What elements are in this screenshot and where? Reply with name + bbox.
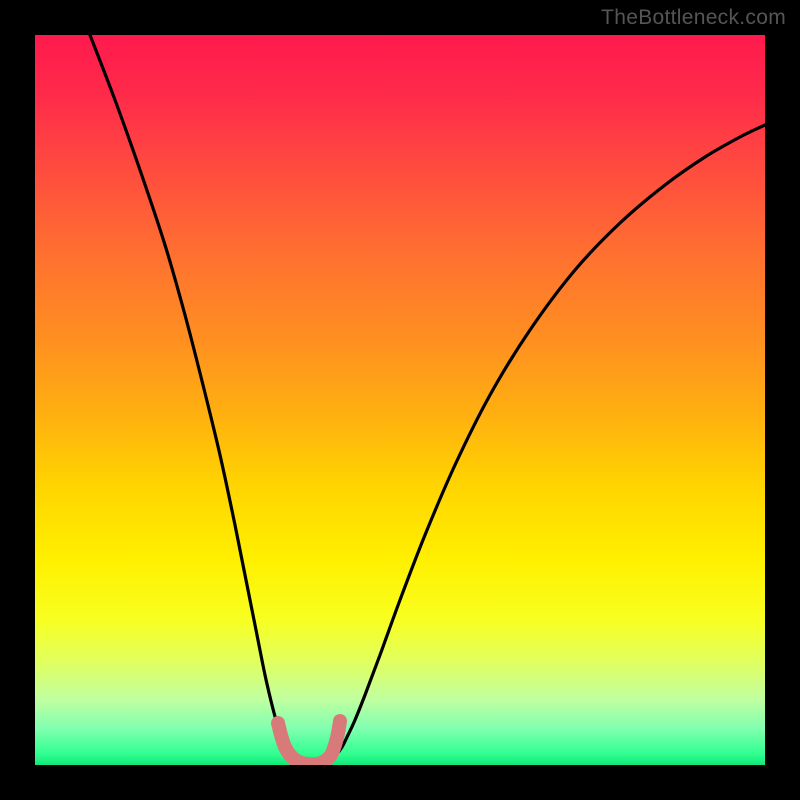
highlight-marker (278, 721, 340, 764)
plot-area (35, 35, 765, 765)
curve-layer (35, 35, 765, 765)
watermark-text: TheBottleneck.com (601, 6, 786, 30)
bottleneck-curve (90, 35, 765, 765)
